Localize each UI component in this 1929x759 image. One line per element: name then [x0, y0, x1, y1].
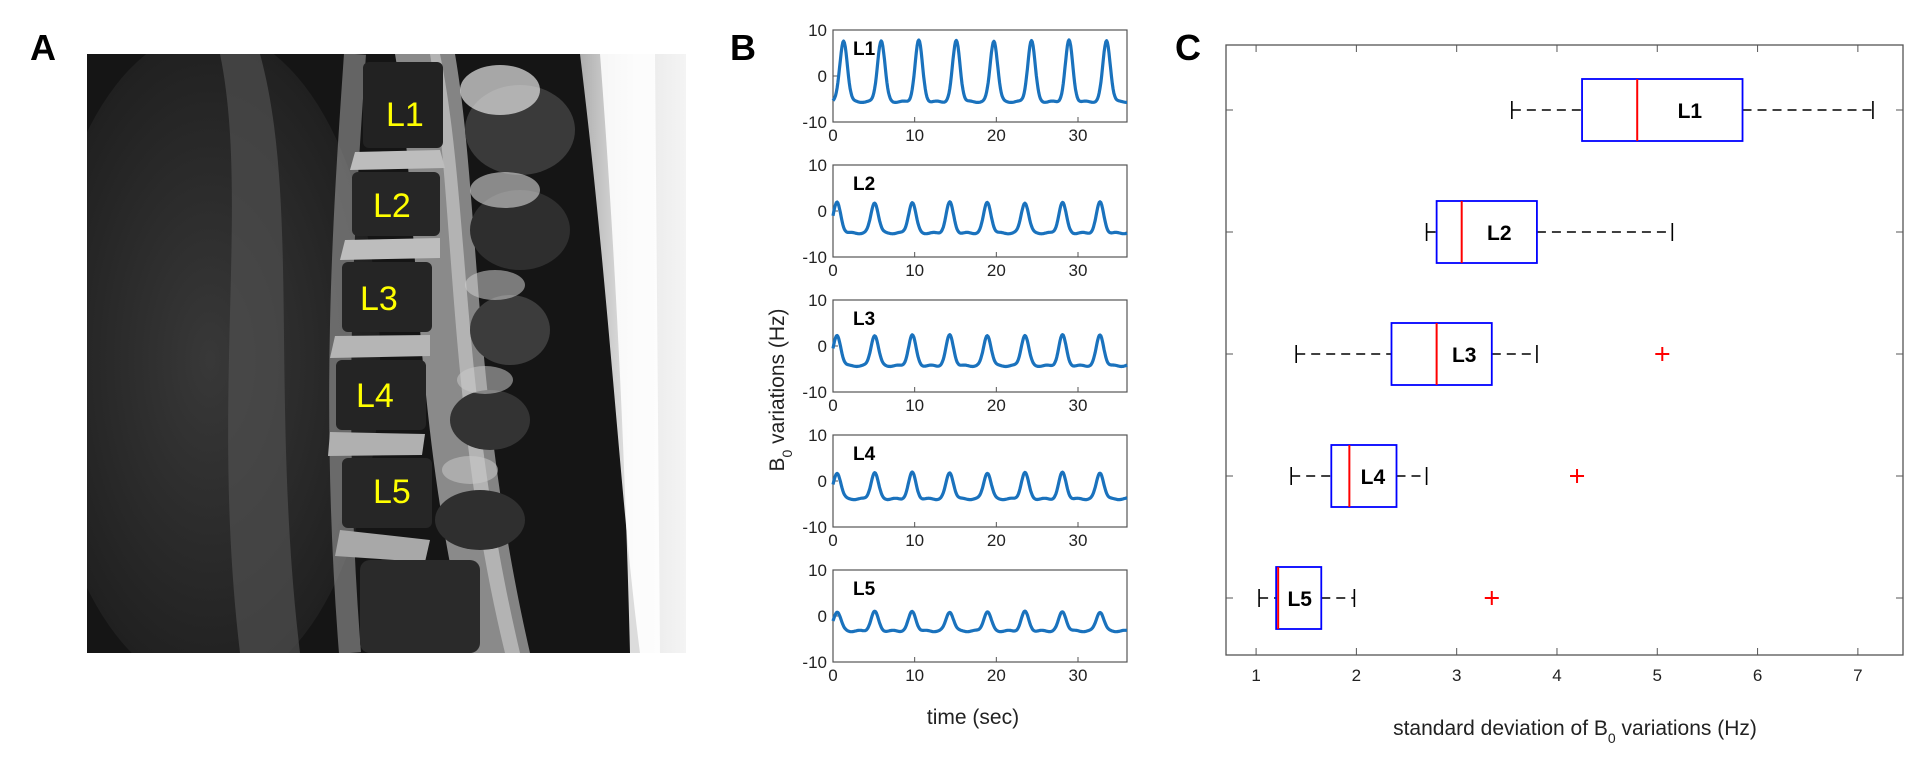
ytick-label: 10	[808, 561, 827, 580]
box-label: L2	[1487, 222, 1512, 245]
ytick-label: -10	[802, 383, 827, 402]
xtick-label: 10	[905, 531, 924, 550]
ytick-label: 0	[818, 67, 827, 86]
xtick-label: 0	[828, 396, 837, 415]
box-l4: L4	[1290, 444, 1585, 508]
subplot-label-l3: L3	[853, 309, 875, 330]
xtick-label: 0	[828, 261, 837, 280]
xtick-label: 0	[828, 126, 837, 145]
xtick-label: 1	[1251, 666, 1260, 685]
box-l1: L1	[1511, 78, 1874, 142]
box-iqr	[1390, 322, 1493, 386]
mri-image: L1 L2 L3 L4 L5	[87, 54, 686, 653]
subplot-label-l1: L1	[853, 39, 876, 60]
subplot-frame	[832, 434, 1128, 528]
box-iqr	[1581, 78, 1744, 142]
xtick-label: 5	[1653, 666, 1662, 685]
ytick-label: 0	[818, 472, 827, 491]
xtick-label: 20	[987, 396, 1006, 415]
xtick-label: 30	[1069, 531, 1088, 550]
ytick-label: -10	[802, 518, 827, 537]
ytick-label: -10	[802, 248, 827, 267]
xtick-label: 10	[905, 396, 924, 415]
outlier-marker	[1655, 347, 1670, 361]
series-line-l3	[831, 333, 1128, 369]
panel-letter-b: B	[730, 27, 756, 68]
ytick-label: 10	[808, 156, 827, 175]
box-label: L3	[1452, 344, 1477, 367]
plot-frame	[1225, 44, 1904, 656]
xtick-label: 30	[1069, 396, 1088, 415]
outlier-marker	[1570, 469, 1585, 483]
xtick-label: 20	[987, 531, 1006, 550]
series-line-l2	[831, 200, 1128, 236]
panel-b-xlabel: time (sec)	[927, 706, 1019, 729]
mri-label-l1: L1	[386, 96, 424, 134]
xtick-label: 0	[828, 531, 837, 550]
panel-c-boxplot: 1 2 3 4 5 6 7 L1 L2 L3 L4 L5	[1225, 44, 1904, 685]
box-iqr	[1435, 200, 1538, 264]
subplot-label-l4: L4	[853, 444, 876, 465]
subplot-frame	[832, 569, 1128, 663]
xtick-label: 20	[987, 261, 1006, 280]
ytick-label: 0	[818, 607, 827, 626]
xtick-label: 2	[1352, 666, 1361, 685]
xtick-label: 30	[1069, 126, 1088, 145]
panel-b-ylabel: B0 variations (Hz)	[766, 308, 795, 471]
ytick-label: 10	[808, 426, 827, 445]
box-label: L5	[1287, 588, 1312, 611]
xtick-label: 0	[828, 666, 837, 685]
xtick-label: 3	[1452, 666, 1461, 685]
ytick-label: 0	[818, 202, 827, 221]
box-iqr	[1275, 566, 1323, 630]
ytick-label: -10	[802, 653, 827, 672]
ytick-label: 10	[808, 21, 827, 40]
subplot-frame	[832, 164, 1128, 258]
outlier-marker	[1484, 591, 1499, 605]
mri-label-l3: L3	[360, 280, 398, 318]
xtick-label: 6	[1753, 666, 1762, 685]
ytick-label: 0	[818, 337, 827, 356]
xtick-label: 10	[905, 261, 924, 280]
xtick-label: 20	[987, 126, 1006, 145]
box-l2: L2	[1425, 200, 1674, 264]
box-label: L1	[1678, 100, 1703, 123]
xtick-label: 30	[1069, 261, 1088, 280]
xtick-label: 20	[987, 666, 1006, 685]
mri-label-l5: L5	[373, 473, 411, 511]
box-l5: L5	[1258, 566, 1499, 630]
subplot-label-l5: L5	[853, 579, 876, 600]
ytick-label: -10	[802, 113, 827, 132]
xtick-label: 4	[1552, 666, 1561, 685]
panel-letter-c: C	[1175, 27, 1201, 68]
ytick-label: 10	[808, 291, 827, 310]
xtick-label: 30	[1069, 666, 1088, 685]
subplot-frame	[832, 299, 1128, 393]
panel-letter-a: A	[30, 27, 56, 68]
mri-label-l4: L4	[356, 377, 394, 415]
subplot-label-l2: L2	[853, 174, 875, 195]
series-line-l1	[831, 38, 1128, 104]
mri-label-l2: L2	[373, 187, 411, 225]
panel-c-xlabel: standard deviation of B0 variations (Hz)	[1393, 717, 1757, 746]
xtick-label: 10	[905, 666, 924, 685]
box-label: L4	[1361, 466, 1386, 489]
series-line-l4	[831, 470, 1128, 502]
xtick-label: 10	[905, 126, 924, 145]
box-l3: L3	[1295, 322, 1670, 386]
xtick-label: 7	[1853, 666, 1862, 685]
box-iqr	[1330, 444, 1398, 508]
series-line-l5	[831, 609, 1128, 634]
